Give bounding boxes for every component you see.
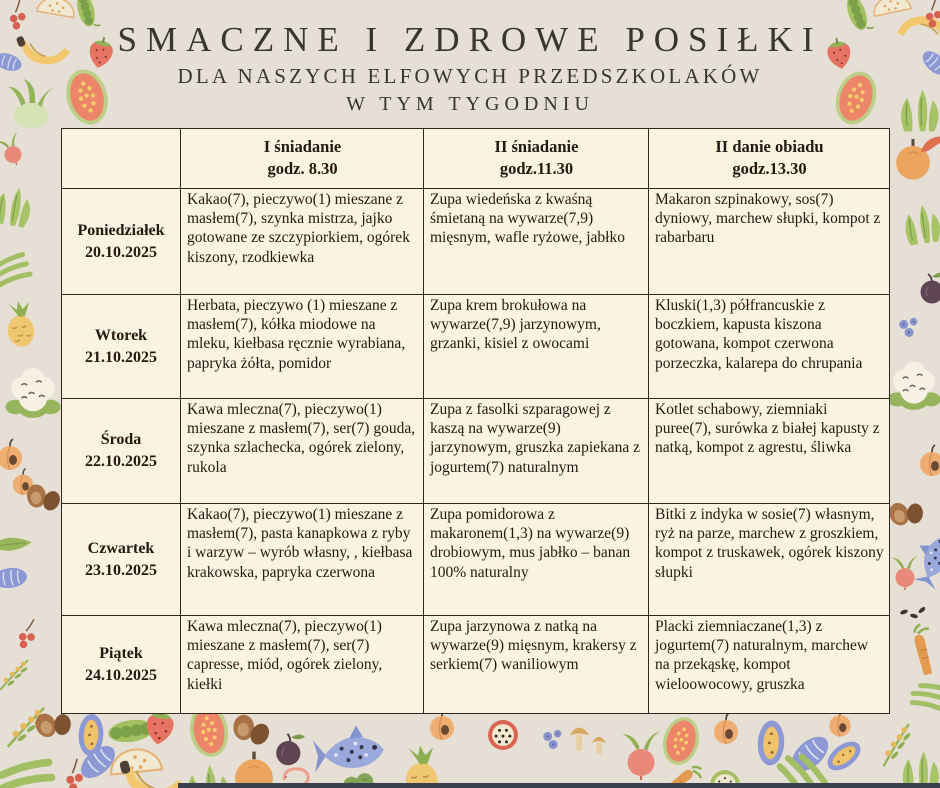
plum-icon [919, 271, 940, 305]
meal-cell: Kawa mleczna(7), pieczywo(1) mieszane z … [180, 615, 424, 714]
meal-cell: Zupa z fasolki szparagowej z kaszą na wy… [423, 398, 649, 504]
header-breakfast2-cell: II śniadanie godz.11.30 [423, 128, 649, 189]
page-title: SMACZNE I ZDROWE POSIŁKI [117, 20, 823, 59]
day-date: 21.10.2025 [85, 348, 157, 366]
papaya-icon [657, 712, 705, 770]
poster-header: SMACZNE I ZDROWE POSIŁKI DLA NASZYCH ELF… [0, 0, 940, 116]
column-label: II danie obiadu [715, 136, 824, 156]
pineapple-icon [3, 298, 37, 350]
peach-icon [713, 712, 739, 745]
day-date: 23.10.2025 [85, 561, 157, 579]
header-day-cell [61, 128, 181, 189]
meal-cell: Placki ziemniaczane(1,3) z jogurtem(7) n… [648, 615, 890, 714]
meal-cell: Zupa krem brokułowa na wywarze(7,9) jarz… [423, 294, 649, 399]
pineapple-icon [401, 743, 441, 788]
table-row-monday: Poniedziałek 20.10.2025 Kakao(7), pieczy… [61, 188, 890, 295]
currants-icon [65, 758, 84, 788]
celery-icon [0, 762, 55, 788]
seeds-icon [899, 605, 927, 619]
mussel-icon [818, 729, 870, 783]
radish-icon [0, 131, 29, 170]
meal-cell: Bitki z indyka w sosie(7) własnym, ryż n… [648, 503, 890, 616]
day-name: Piątek [99, 644, 143, 662]
day-name: Wtorek [94, 326, 148, 344]
mussel-icon [0, 552, 37, 604]
apricot-icon [0, 438, 23, 471]
melon-icon [107, 745, 164, 776]
column-label: I śniadanie [263, 136, 342, 156]
bok-choy-icon [901, 202, 940, 247]
menu-table: I śniadanie godz. 8.30 II śniadanie godz… [61, 128, 890, 714]
meal-cell: Kluski(1,3) półfrancuskie z boczkiem, ka… [648, 294, 890, 399]
peanuts-icon [227, 709, 276, 750]
mussel-icon [745, 713, 797, 773]
cauliflower-icon [4, 367, 62, 419]
blueberries-icon [543, 729, 562, 749]
nuts-icon [884, 496, 928, 530]
meal-cell: Makaron szpinakowy, sos(7) dyniowy, marc… [648, 188, 890, 295]
mushrooms-icon [569, 727, 607, 755]
table-row-thursday: Czwartek 23.10.2025 Kakao(7), pieczywo(1… [61, 503, 890, 616]
table-row-wednesday: Środa 22.10.2025 Kawa mleczna(7), pieczy… [61, 398, 890, 504]
day-cell: Poniedziałek 20.10.2025 [61, 188, 181, 295]
meal-cell: Kotlet schabowy, ziemniaki puree(7), sur… [648, 398, 890, 504]
day-cell: Środa 22.10.2025 [61, 398, 181, 504]
celery-icon [0, 254, 31, 287]
meal-cell: Zupa pomidorowa z makaronem(1,3) na wywa… [423, 503, 649, 616]
column-time: godz.13.30 [732, 159, 807, 178]
day-name: Środa [100, 431, 142, 449]
table-row-friday: Piątek 24.10.2025 Kawa mleczna(7), piecz… [61, 615, 890, 714]
apricot-icon [919, 444, 940, 477]
berry-sprig-icon [874, 722, 918, 768]
day-name: Poniedziałek [77, 221, 165, 239]
berry-sprig-icon [0, 659, 30, 691]
orange-icon [233, 749, 275, 788]
column-time: godz.11.30 [499, 159, 574, 178]
carrot-icon [899, 620, 940, 679]
day-cell: Piątek 24.10.2025 [61, 615, 181, 714]
header-dinner-cell: II danie obiadu godz.13.30 [648, 128, 890, 189]
day-date: 22.10.2025 [85, 453, 157, 470]
page-subtitle-week: W TYM TYGODNIU [346, 93, 594, 115]
celery-icon [910, 679, 940, 715]
column-time: godz. 8.30 [267, 159, 338, 178]
day-cell: Wtorek 21.10.2025 [61, 294, 181, 399]
radish-icon [890, 555, 920, 591]
meal-cell: Zupa wiedeńska z kwaśną śmietaną na wywa… [423, 188, 649, 295]
day-cell: Czwartek 23.10.2025 [61, 503, 181, 616]
table-header-row: I śniadanie godz. 8.30 II śniadanie godz… [61, 128, 890, 189]
day-name: Czwartek [87, 539, 155, 557]
radish-icon [621, 730, 661, 782]
leaf-icon [0, 523, 33, 565]
day-date: 20.10.2025 [85, 243, 157, 261]
header-breakfast1-cell: I śniadanie godz. 8.30 [180, 128, 424, 189]
passion-fruit-icon [488, 720, 518, 750]
meal-cell: Kawa mleczna(7), pieczywo(1) mieszane z … [180, 398, 424, 504]
bok-choy-icon [902, 750, 940, 788]
cropped-illustration-strip [178, 783, 940, 788]
meal-cell: Kakao(7), pieczywo(1) mieszane z masłem(… [180, 188, 424, 295]
column-label: II śniadanie [494, 136, 579, 156]
day-date: 24.10.2025 [85, 666, 157, 684]
table-row-tuesday: Wtorek 21.10.2025 Herbata, pieczywo (1) … [61, 294, 890, 399]
plum-icon [273, 729, 307, 769]
currants-icon [15, 615, 41, 652]
cauliflower-icon [886, 360, 940, 411]
blueberries-icon [899, 317, 918, 337]
page-subtitle: DLA NASZYCH ELFOWYCH PRZEDSZKOLAKÓW [177, 64, 763, 88]
meal-cell: Herbata, pieczywo (1) mieszane z masłem(… [180, 294, 424, 399]
fish-icon [312, 723, 386, 773]
meal-cell: Zupa jarzynowa z natką na wywarze(9) mię… [423, 615, 649, 714]
meal-cell: Kakao(7), pieczywo(1) mieszane z masłem(… [180, 503, 424, 616]
bok-choy-icon [0, 183, 35, 229]
